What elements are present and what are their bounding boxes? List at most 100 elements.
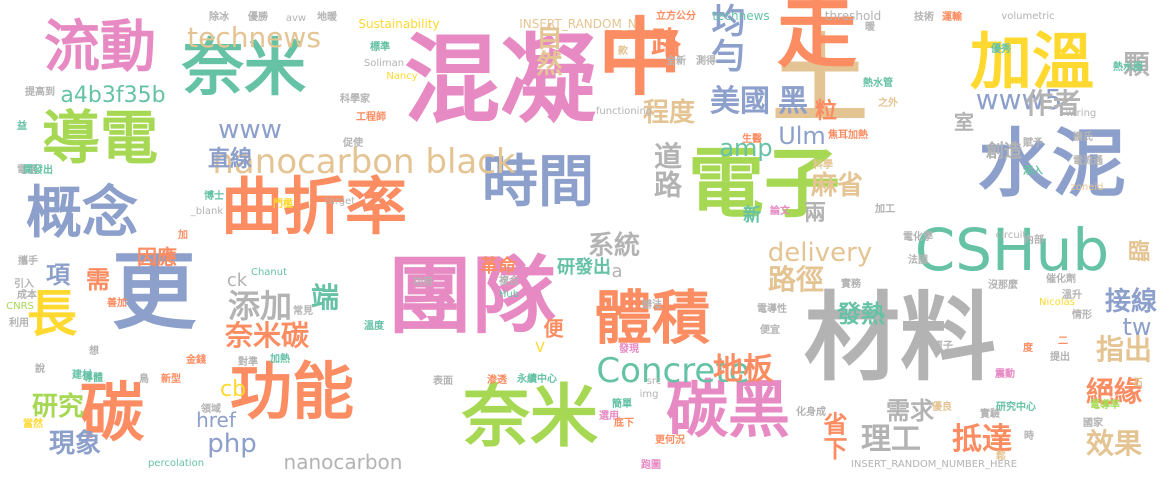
cloud-word: 電流通 (1073, 156, 1103, 167)
cloud-word: 除冰 (209, 12, 229, 23)
cloud-word: 表面 (433, 376, 453, 387)
cloud-word: 款 (618, 46, 628, 57)
cloud-word: 法國 (908, 255, 928, 266)
cloud-word: 團隊 (387, 247, 557, 345)
cloud-word: 地板 (713, 352, 773, 387)
cloud-word: 導體 (83, 373, 103, 384)
cloud-word: Nicolas (1039, 297, 1075, 308)
cloud-word: 發熱 (837, 300, 885, 328)
cloud-word: 流動 (44, 15, 156, 80)
cloud-word: 加熱 (270, 354, 290, 365)
cloud-word: 焦耳加熱 (828, 130, 868, 141)
cloud-word: 走 (764, 0, 857, 71)
cloud-word: ck (226, 270, 248, 291)
cloud-word: a4b3f35b (60, 83, 166, 108)
cloud-word: 攜手 (18, 256, 38, 267)
cloud-word: 水泥 (978, 121, 1126, 207)
cloud-word: 優良 (932, 402, 952, 413)
cloud-word: 溫度 (364, 321, 384, 332)
cloud-word: 暖 (865, 22, 875, 33)
cloud-word: 實務 (841, 279, 861, 290)
cloud-word: CSHub (914, 216, 1110, 284)
cloud-word: 添加 (227, 287, 293, 325)
cloud-word: 利用 (9, 318, 29, 329)
cloud-word: href (196, 408, 236, 432)
cloud-word: 全新 (666, 56, 686, 67)
cloud-word: 領域 (201, 404, 221, 415)
cloud-word: 原子 (933, 341, 953, 352)
cloud-word: 提出 (1050, 352, 1070, 363)
cloud-word: 理工 (861, 422, 921, 457)
cloud-word: 需求 (886, 397, 934, 425)
cloud-word: 新 (743, 205, 761, 226)
cloud-word: 現象 (48, 429, 102, 459)
cloud-word: 曲折率 (220, 170, 408, 243)
cloud-word: www5 (975, 83, 1063, 116)
cloud-word: 發現 (619, 344, 639, 355)
cloud-word: 接線 (1104, 287, 1158, 317)
cloud-word: 黑 (778, 84, 808, 119)
cloud-word: 金錢 (186, 355, 206, 366)
cloud-word: 美國 (710, 84, 770, 119)
cloud-word: 中 (597, 9, 683, 107)
cloud-word: threshold (824, 9, 882, 23)
cloud-word: 更 (111, 243, 197, 341)
cloud-word: 情形 (1072, 310, 1092, 321)
cloud-word: 賦予 (1023, 138, 1043, 149)
cloud-word: 奈米 (461, 378, 599, 457)
cloud-word: 立方公分 (656, 11, 696, 22)
cloud-word: delivery (767, 238, 873, 268)
cloud-word: 創造 (986, 141, 1022, 162)
cloud-word: 優秀 (991, 44, 1011, 55)
cloud-word: 便宜 (760, 325, 780, 336)
cloud-word: percolation (147, 458, 205, 469)
cloud-word: Sustainability (358, 17, 440, 31)
cloud-word: 省下 (819, 411, 847, 461)
cloud-word: 時間 (482, 150, 594, 215)
cloud-word: 開發出 (23, 165, 53, 176)
cloud-word: 說 (35, 364, 45, 375)
cloud-word: 加工 (875, 204, 895, 215)
cloud-word: 永續中心 (517, 374, 557, 385)
cloud-word: 研究中心 (996, 402, 1036, 413)
cloud-word: 擴氏 (1073, 132, 1093, 143)
cloud-word: 碳 (80, 377, 144, 451)
cloud-word: 材料 (804, 282, 996, 394)
cloud-word: 抵達 (952, 422, 1012, 457)
cloud-word: cb (219, 377, 247, 402)
cloud-word: tw (1122, 313, 1152, 341)
cloud-word: 成本 (17, 290, 37, 301)
cloud-word: 電化學 (903, 232, 933, 243)
cloud-word: 底下 (614, 418, 634, 429)
cloud-word: 端 (310, 281, 340, 314)
cloud-word: 奈米碳 (224, 319, 310, 352)
cloud-word: www (218, 115, 282, 145)
cloud-word: 體積 (593, 284, 711, 352)
cloud-word: 當然 (23, 419, 43, 430)
cloud-word: Nancy (386, 71, 418, 82)
cloud-word: 引入 (14, 279, 34, 290)
cloud-word: 跑圖 (641, 460, 661, 471)
cloud-word: 地暖 (317, 12, 337, 23)
cloud-word: 路徑 (767, 263, 825, 296)
cloud-word: INSERT_RANDOM_N (519, 17, 637, 31)
cloud-word: 複合 (499, 276, 519, 287)
cloud-word: functioning (595, 106, 653, 117)
cloud-word: 電導率 (1090, 400, 1120, 411)
cloud-word: 標準 (370, 42, 390, 53)
cloud-word: 效果 (1085, 427, 1143, 460)
cloud-word: 土 (772, 24, 868, 136)
cloud-word: 技術 (914, 12, 934, 23)
cloud-word: 二 (1058, 336, 1068, 347)
cloud-word: 常見 (293, 306, 313, 317)
cloud-word: 指出 (1095, 333, 1153, 366)
cloud-word: 實驗 (980, 409, 1000, 420)
cloud-word: 溫升 (1062, 290, 1082, 301)
cloud-word: 鬆 (996, 451, 1006, 462)
cloud-word: Soliman (363, 58, 405, 69)
cloud-word: technews (187, 21, 321, 54)
cloud-word: 催化劑 (1046, 274, 1076, 285)
cloud-word: Hub (498, 289, 520, 300)
cloud-word: 加 (178, 230, 188, 241)
cloud-word: php (207, 429, 257, 459)
